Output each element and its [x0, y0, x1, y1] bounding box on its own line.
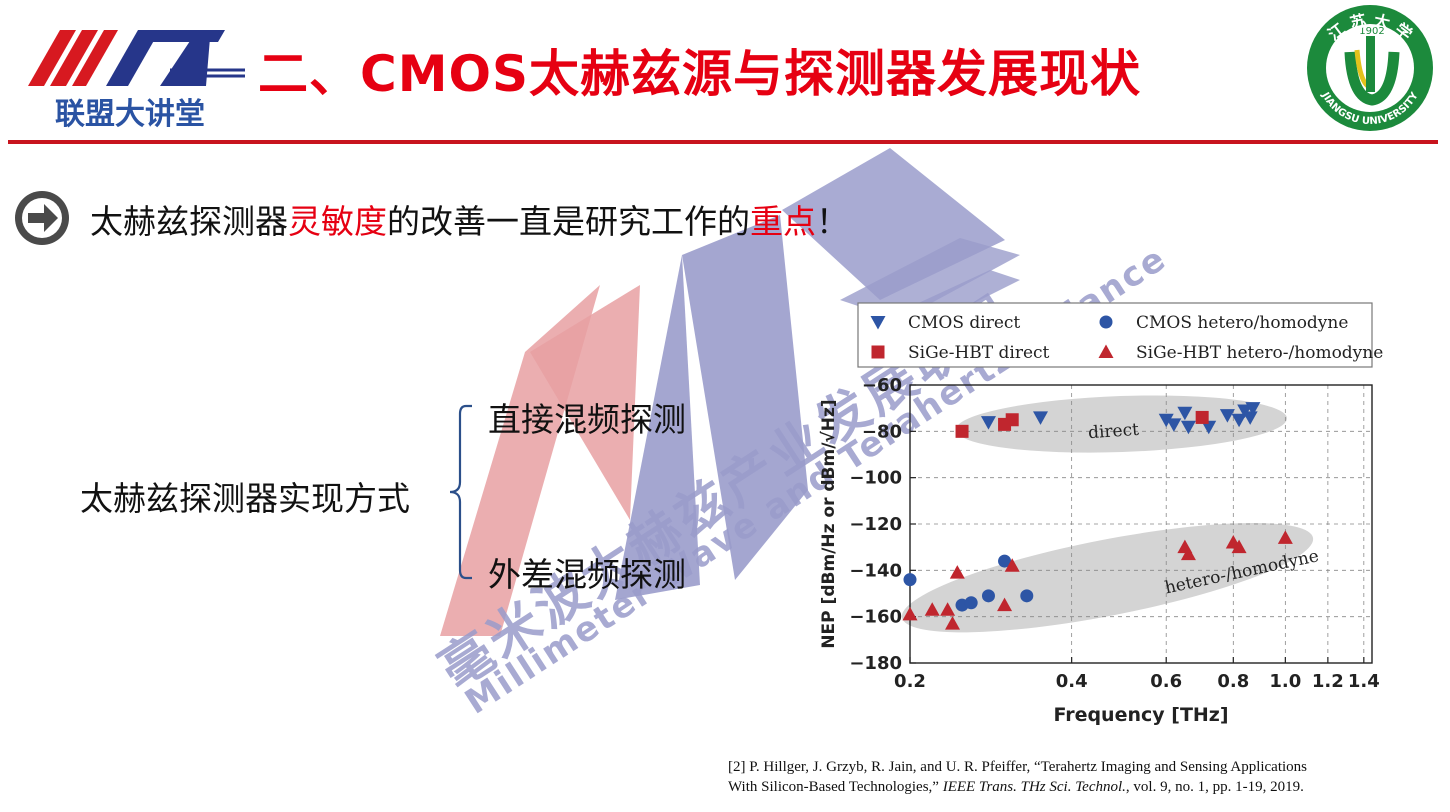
data-point — [1020, 589, 1034, 603]
bullet-seg-1: 太赫兹探测器 — [90, 202, 288, 241]
classification-brace — [449, 404, 472, 580]
university-logo: 1902 江 苏 大 学 JIANGSU UNIVERSITY — [1307, 5, 1433, 131]
reference-line-2-post: , vol. 9, no. 1, pp. 1-19, 2019. — [1125, 779, 1304, 795]
data-point — [1166, 418, 1182, 432]
legend-label: SiGe-HBT direct — [908, 343, 1050, 363]
data-point — [1219, 409, 1235, 423]
bullet-text: 太赫兹探测器灵敏度的改善一直是研究工作的重点！ — [90, 195, 849, 243]
y-tick-label: −60 — [862, 375, 902, 396]
data-point — [1033, 411, 1049, 425]
legend-label: SiGe-HBT hetero-/homodyne — [1136, 343, 1383, 363]
data-point — [1195, 410, 1209, 424]
x-tick-label: 0.4 — [1056, 671, 1088, 692]
bullet-seg-5: ！ — [816, 202, 849, 241]
data-point — [949, 565, 965, 579]
direct-region — [955, 395, 1287, 453]
header-divider — [8, 140, 1438, 144]
alliance-logo-text: 联盟大讲堂 — [55, 97, 205, 132]
y-tick-label: −120 — [849, 514, 902, 535]
legend-marker — [870, 316, 886, 330]
x-tick-label: 1.0 — [1269, 671, 1301, 692]
data-point — [1180, 546, 1196, 561]
reference-line-2-pre: With Silicon-Based Technologies,” — [728, 779, 943, 795]
chart-annotation: direct — [1087, 420, 1139, 444]
university-logo-year: 1902 — [1359, 26, 1384, 37]
data-point — [940, 602, 956, 616]
legend-frame — [857, 302, 1373, 368]
page-title: 二、CMOS太赫兹源与探测器发展现状 — [258, 45, 1141, 103]
data-point — [924, 602, 940, 616]
data-point — [1277, 530, 1293, 544]
legend-marker — [871, 345, 885, 359]
reference-line-2: With Silicon-Based Technologies,” IEEE T… — [728, 777, 1443, 797]
y-tick-label: −140 — [849, 560, 902, 581]
x-tick-label: 1.2 — [1312, 671, 1344, 692]
arrow-right-circle-icon — [15, 191, 69, 245]
legend-label: CMOS direct — [908, 313, 1020, 333]
y-tick-label: −160 — [849, 607, 902, 628]
highlight-focus: 重点 — [750, 202, 816, 241]
data-point — [1005, 413, 1019, 427]
chart-plot-area: 0.2 0.4 0.6 0.8 1.0 1.2 1.4 −60 −80 −100 −120 −140 −… — [819, 375, 1380, 726]
direct-detection-label: 直接混频探测 — [488, 400, 686, 439]
x-axis-label: Frequency [THz] — [1053, 704, 1228, 726]
data-point — [1231, 539, 1247, 554]
data-point — [964, 596, 978, 610]
data-point — [945, 616, 961, 630]
legend-label: CMOS hetero/homodyne — [1136, 313, 1348, 333]
bullet-seg-3: 的改善一直是研究工作的 — [387, 202, 750, 241]
data-point — [1004, 558, 1020, 572]
data-point — [1177, 406, 1193, 421]
highlight-sensitivity: 灵敏度 — [288, 202, 387, 241]
reference-journal: IEEE Trans. THz Sci. Technol. — [942, 779, 1126, 795]
data-point — [1231, 413, 1247, 428]
y-tick-label: −80 — [862, 421, 902, 442]
data-point — [1242, 411, 1258, 425]
detector-methods-label: 太赫兹探测器实现方式 — [80, 479, 410, 518]
data-point — [997, 597, 1013, 612]
legend-marker — [1099, 315, 1113, 329]
data-point — [903, 573, 917, 587]
data-point — [1180, 420, 1196, 435]
data-point — [998, 554, 1012, 568]
data-point — [955, 424, 969, 438]
chart-legend: CMOS direct CMOS hetero/homodyne SiGe-HBT … — [857, 302, 1383, 368]
data-point — [1158, 413, 1174, 428]
y-axis-label: NEP [dBm/Hz or dBm/√Hz] — [819, 399, 839, 648]
data-point — [1245, 402, 1261, 416]
data-point — [980, 416, 996, 430]
x-tick-label: 0.2 — [894, 671, 926, 692]
x-tick-label: 0.8 — [1217, 671, 1249, 692]
reference-line-1: [2] P. Hillger, J. Grzyb, R. Jain, and U… — [728, 759, 1308, 775]
reference-citation: [2] P. Hillger, J. Grzyb, R. Jain, and U… — [728, 757, 1443, 797]
x-tick-label: 1.4 — [1348, 671, 1380, 692]
data-point — [1201, 420, 1217, 435]
legend-marker — [1098, 344, 1114, 358]
y-tick-label: −180 — [849, 653, 902, 674]
data-point — [981, 589, 995, 603]
data-point — [1237, 404, 1253, 418]
x-tick-label: 0.6 — [1150, 671, 1182, 692]
heterodyne-detection-label: 外差混频探测 — [488, 555, 686, 594]
alliance-logo: 联盟大讲堂 — [28, 30, 245, 132]
y-tick-label: −100 — [849, 468, 902, 489]
nep-chart: CMOS direct CMOS hetero/homodyne SiGe-HBT … — [819, 302, 1383, 726]
data-point — [902, 606, 918, 621]
